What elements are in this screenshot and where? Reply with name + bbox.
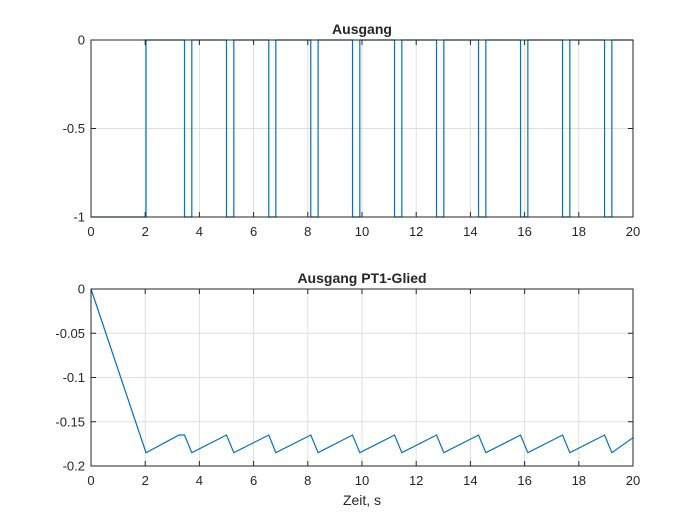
chart1-xlabel: Zeit, s (343, 492, 381, 508)
chart0-xtick-label-0: 0 (87, 224, 94, 239)
plot-ausgang-pt1-glied: 0 2 4 6 8 10 12 14 16 18 20 -0.2 -0.15 -0.1 -0.05 0 Ausg… (55, 270, 640, 508)
chart0-series-0 (91, 39, 633, 218)
chart1-xtick-label-0: 0 (87, 473, 94, 488)
chart1-ytick-label-4: 0 (78, 282, 85, 297)
chart0-ytick-label-0: -1 (73, 210, 85, 225)
chart0-xtick-label-6: 12 (409, 224, 423, 239)
chart0-xtick-label-10: 20 (626, 224, 640, 239)
chart1-ytick-label-0: -0.2 (63, 459, 85, 474)
chart0-ytick-label-1: -0.5 (63, 121, 85, 136)
chart1-ytick-label-2: -0.1 (63, 370, 85, 385)
chart0-xtick-label-2: 4 (196, 224, 203, 239)
chart1-xtick-label-3: 6 (250, 473, 257, 488)
chart1-xtick-label-2: 4 (196, 473, 203, 488)
chart1-xtick-label-5: 10 (355, 473, 369, 488)
chart1-xtick-label-9: 18 (572, 473, 586, 488)
chart0-ytick-label-2: 0 (78, 33, 85, 48)
chart0-title: Ausgang (332, 21, 392, 37)
chart0-xtick-label-5: 10 (355, 224, 369, 239)
chart1-xtick-label-6: 12 (409, 473, 423, 488)
chart1-xtick-label-8: 16 (517, 473, 531, 488)
chart1-xtick-label-1: 2 (142, 473, 149, 488)
chart1-title: Ausgang PT1-Glied (297, 270, 426, 286)
chart1-ytick-label-3: -0.05 (55, 326, 85, 341)
chart1-series-0 (90, 288, 634, 454)
chart0-xtick-label-7: 14 (463, 224, 477, 239)
chart1-ytick-label-1: -0.15 (55, 414, 85, 429)
chart1-xtick-label-10: 20 (626, 473, 640, 488)
chart0-xtick-label-8: 16 (517, 224, 531, 239)
chart0-xtick-label-4: 8 (304, 224, 311, 239)
chart1-xtick-label-7: 14 (463, 473, 477, 488)
chart1-xtick-label-4: 8 (304, 473, 311, 488)
chart0-xtick-label-1: 2 (142, 224, 149, 239)
chart0-xtick-label-9: 18 (572, 224, 586, 239)
plot-ausgang: 0 2 4 6 8 10 12 14 16 18 20 -1 -0.5 0 Ausgang (63, 21, 641, 239)
chart0-xtick-label-3: 6 (250, 224, 257, 239)
